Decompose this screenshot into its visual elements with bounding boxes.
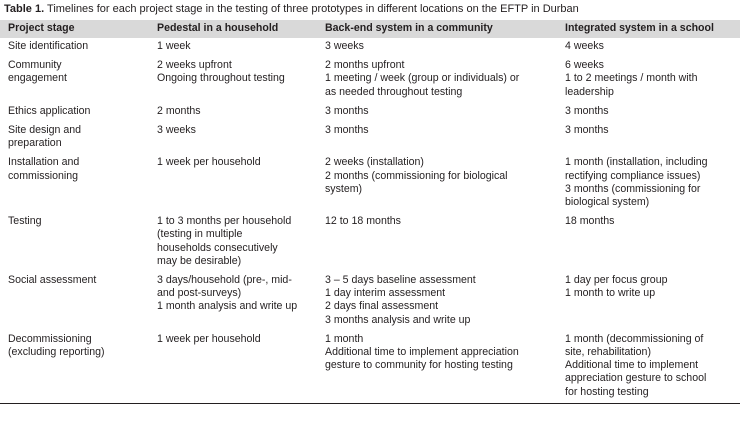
table-cell: 6 weeks 1 to 2 meetings / month with lea… [565,59,698,98]
table-cell: Decommissioning (excluding reporting) [0,330,149,404]
table-cell: 3 months [565,124,609,137]
table-row: Decommissioning (excluding reporting) 1 … [0,330,740,404]
table-cell: 1 day per focus group 1 month to write u… [565,274,668,300]
table-row: Site design and preparation 3 weeks 3 mo… [0,122,740,154]
table-caption-text: Timelines for each project stage in the … [47,3,579,15]
table-row: Social assessment 3 days/household (pre-… [0,272,740,331]
table-cell: 1 month Additional time to implement app… [317,330,557,404]
table-cell: 1 week per household [157,156,261,169]
table-caption-label: Table 1. [4,3,45,15]
table-caption: Table 1. Timelines for each project stag… [4,2,579,16]
table-cell: 3 days/household (pre-, mid- and post-su… [157,274,298,313]
table-cell: Site identification [8,40,89,52]
header-cell-integrated: Integrated system in a school [557,20,740,38]
table-cell: 1 month (installation, including rectify… [565,156,708,209]
table-cell: Social assessment [8,274,97,287]
table-cell: 18 months [565,215,615,228]
table-row: Testing 1 to 3 months per household (tes… [0,213,740,272]
table-cell: 3 weeks [325,40,364,52]
table-row: Site identification 1 week 3 weeks 4 wee… [0,38,740,57]
table-row: Community engagement 2 weeks upfront Ong… [0,57,740,103]
table-body: Site identification 1 week 3 weeks 4 wee… [0,38,740,404]
table-header: Project stage Pedestal in a household Ba… [0,20,740,38]
table-cell: 3 weeks [157,124,196,137]
table-cell: Ethics application [8,104,91,117]
table-cell: 1 month (decommissioning of site, rehabi… [557,330,740,404]
table-row: Ethics application 2 months 3 months 3 m… [0,103,740,122]
table-cell: 3 months [325,124,369,137]
table-cell: 4 weeks [565,40,604,52]
table-cell: 2 months upfront 1 meeting / week (group… [325,59,520,98]
table-cell: Testing [8,215,42,228]
table-cell: 3 months [325,104,369,117]
table-cell: Installation and commissioning [8,156,80,182]
header-cell-pedestal: Pedestal in a household [149,20,317,38]
header-cell-project-stage: Project stage [0,20,149,38]
table-cell: Community engagement [8,59,67,85]
table-cell: Site design and preparation [8,124,82,150]
table-cell: 2 weeks (installation) 2 months (commiss… [325,156,508,195]
table-cell: 3 – 5 days baseline assessment 1 day int… [325,274,476,326]
table-cell: 2 months [157,104,201,117]
table-cell: 1 week [157,40,191,52]
table-cell: 12 to 18 months [325,215,401,228]
table-row: Installation and commissioning 1 week pe… [0,154,740,213]
timelines-table: Project stage Pedestal in a household Ba… [0,20,740,404]
table-cell: 1 week per household [149,330,317,404]
header-cell-back-end: Back-end system in a community [317,20,557,38]
table-cell: 2 weeks upfront Ongoing throughout testi… [157,59,285,85]
table-cell: 1 to 3 months per household (testing in … [157,215,292,267]
header-row: Project stage Pedestal in a household Ba… [0,20,740,38]
table-cell: 3 months [565,104,609,117]
